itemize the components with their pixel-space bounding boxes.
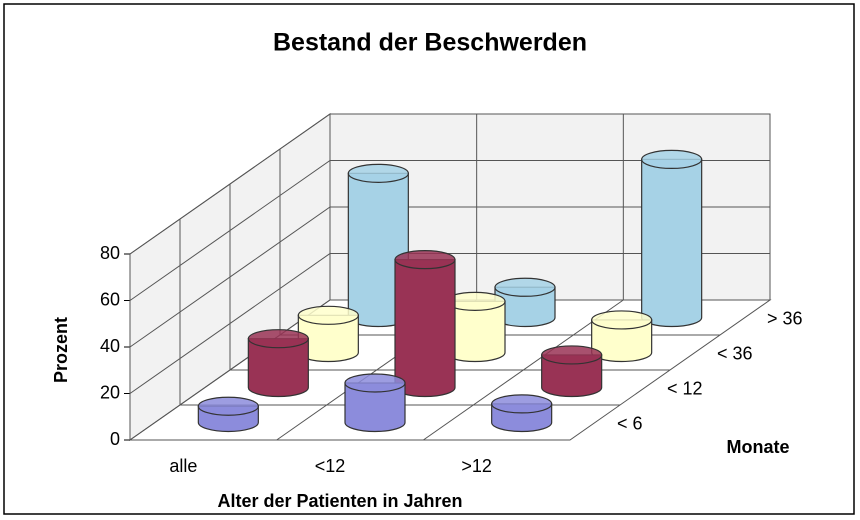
x-tick-label: >12 — [461, 456, 492, 476]
bar-cap — [541, 345, 603, 365]
y-axis-title: Prozent — [51, 317, 71, 383]
bar-cap — [344, 373, 406, 393]
bar — [541, 354, 603, 398]
bar-cap — [247, 329, 309, 349]
cylinder — [347, 163, 409, 328]
bar — [641, 158, 703, 328]
bar-cap — [641, 149, 703, 169]
bar — [247, 338, 309, 398]
bar-cap — [197, 396, 259, 416]
x-tick-label: alle — [169, 456, 197, 476]
legend-label: > 36 — [767, 308, 803, 328]
grid-line — [129, 160, 770, 301]
y-tick-label: 0 — [110, 429, 120, 449]
grid-line — [129, 299, 770, 441]
bar — [394, 259, 456, 398]
grid-line — [129, 113, 770, 255]
cylinder — [641, 149, 703, 328]
legend-label: < 36 — [717, 343, 753, 363]
cylinder — [491, 394, 553, 433]
bar-cap — [491, 394, 553, 414]
cylinder — [197, 396, 259, 433]
cylinder — [444, 291, 506, 363]
bar-cap — [347, 163, 409, 183]
bar-cap — [494, 277, 556, 297]
cylinder — [394, 250, 456, 398]
cylinder — [494, 277, 556, 328]
bar — [344, 382, 406, 433]
legend-label: < 6 — [617, 413, 643, 433]
y-tick-label: 40 — [100, 336, 120, 356]
cylinder — [247, 329, 309, 398]
cylinder — [344, 373, 406, 433]
y-tick-label: 60 — [100, 289, 120, 309]
grid-line — [129, 206, 770, 348]
grid-line — [129, 253, 770, 394]
y-tick-label: 80 — [100, 243, 120, 263]
depth-axis-title: Monate — [727, 437, 790, 457]
bar-cap — [297, 305, 359, 325]
legend-label: < 12 — [667, 378, 703, 398]
bar-cap — [394, 250, 456, 270]
bar-cap — [591, 310, 653, 330]
x-tick-label: <12 — [315, 456, 346, 476]
cylinder — [591, 310, 653, 363]
y-tick-label: 20 — [100, 382, 120, 402]
cylinder — [541, 345, 603, 398]
chart-title: Bestand der Beschwerden — [273, 29, 587, 57]
x-axis-title: Alter der Patienten in Jahren — [217, 491, 462, 511]
